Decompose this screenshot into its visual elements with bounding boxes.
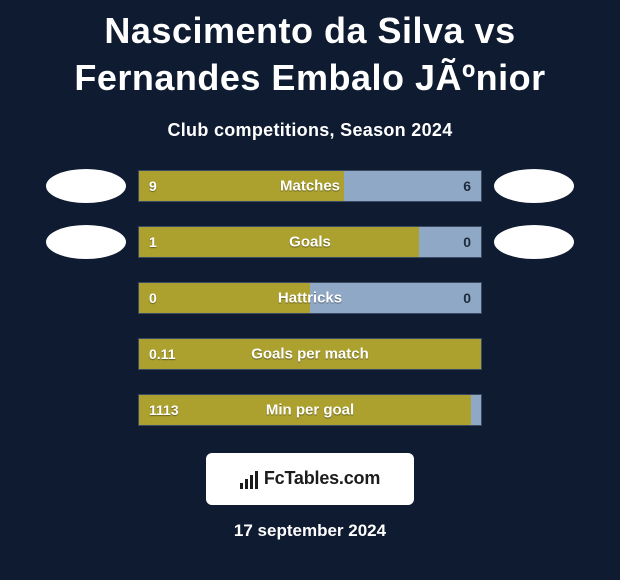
stat-label: Min per goal [266, 401, 354, 418]
stat-row: 9 6 Matches [0, 169, 620, 203]
date-label: 17 september 2024 [0, 521, 620, 541]
logo-text: FcTables.com [264, 468, 380, 489]
bars-icon [240, 469, 258, 489]
stat-right-value: 6 [463, 178, 471, 194]
stat-row: 0 0 Hattricks [0, 281, 620, 315]
bar-left-fill [139, 227, 419, 257]
stat-row: 1 0 Goals [0, 225, 620, 259]
bar-right-fill [471, 395, 481, 425]
stat-left-value: 0 [149, 290, 157, 306]
page-title: Nascimento da Silva vs Fernandes Embalo … [0, 0, 620, 102]
stat-left-value: 0.11 [149, 346, 175, 362]
stat-row: 1113 Min per goal [0, 393, 620, 427]
stat-row: 0.11 Goals per match [0, 337, 620, 371]
stat-left-value: 1113 [149, 402, 179, 418]
stat-right-value: 0 [463, 234, 471, 250]
subtitle: Club competitions, Season 2024 [0, 120, 620, 141]
bar-right-fill [344, 171, 481, 201]
avatar-left [46, 225, 126, 259]
fctables-logo: FcTables.com [206, 453, 414, 505]
bar-right-fill [419, 227, 481, 257]
stat-bar: 9 6 Matches [138, 170, 482, 202]
stat-label: Goals [289, 233, 331, 250]
avatar-right [494, 169, 574, 203]
stat-bar: 1 0 Goals [138, 226, 482, 258]
avatar-left [46, 169, 126, 203]
stat-left-value: 1 [149, 234, 157, 250]
stat-left-value: 9 [149, 178, 157, 194]
stats-list: 9 6 Matches 1 0 Goals 0 0 Hattricks 0.11 Goals per… [0, 169, 620, 427]
stat-label: Matches [280, 177, 340, 194]
stat-label: Goals per match [251, 345, 369, 362]
stat-bar: 1113 Min per goal [138, 394, 482, 426]
stat-bar: 0 0 Hattricks [138, 282, 482, 314]
stat-right-value: 0 [463, 290, 471, 306]
stat-bar: 0.11 Goals per match [138, 338, 482, 370]
stat-label: Hattricks [278, 289, 342, 306]
avatar-right [494, 225, 574, 259]
